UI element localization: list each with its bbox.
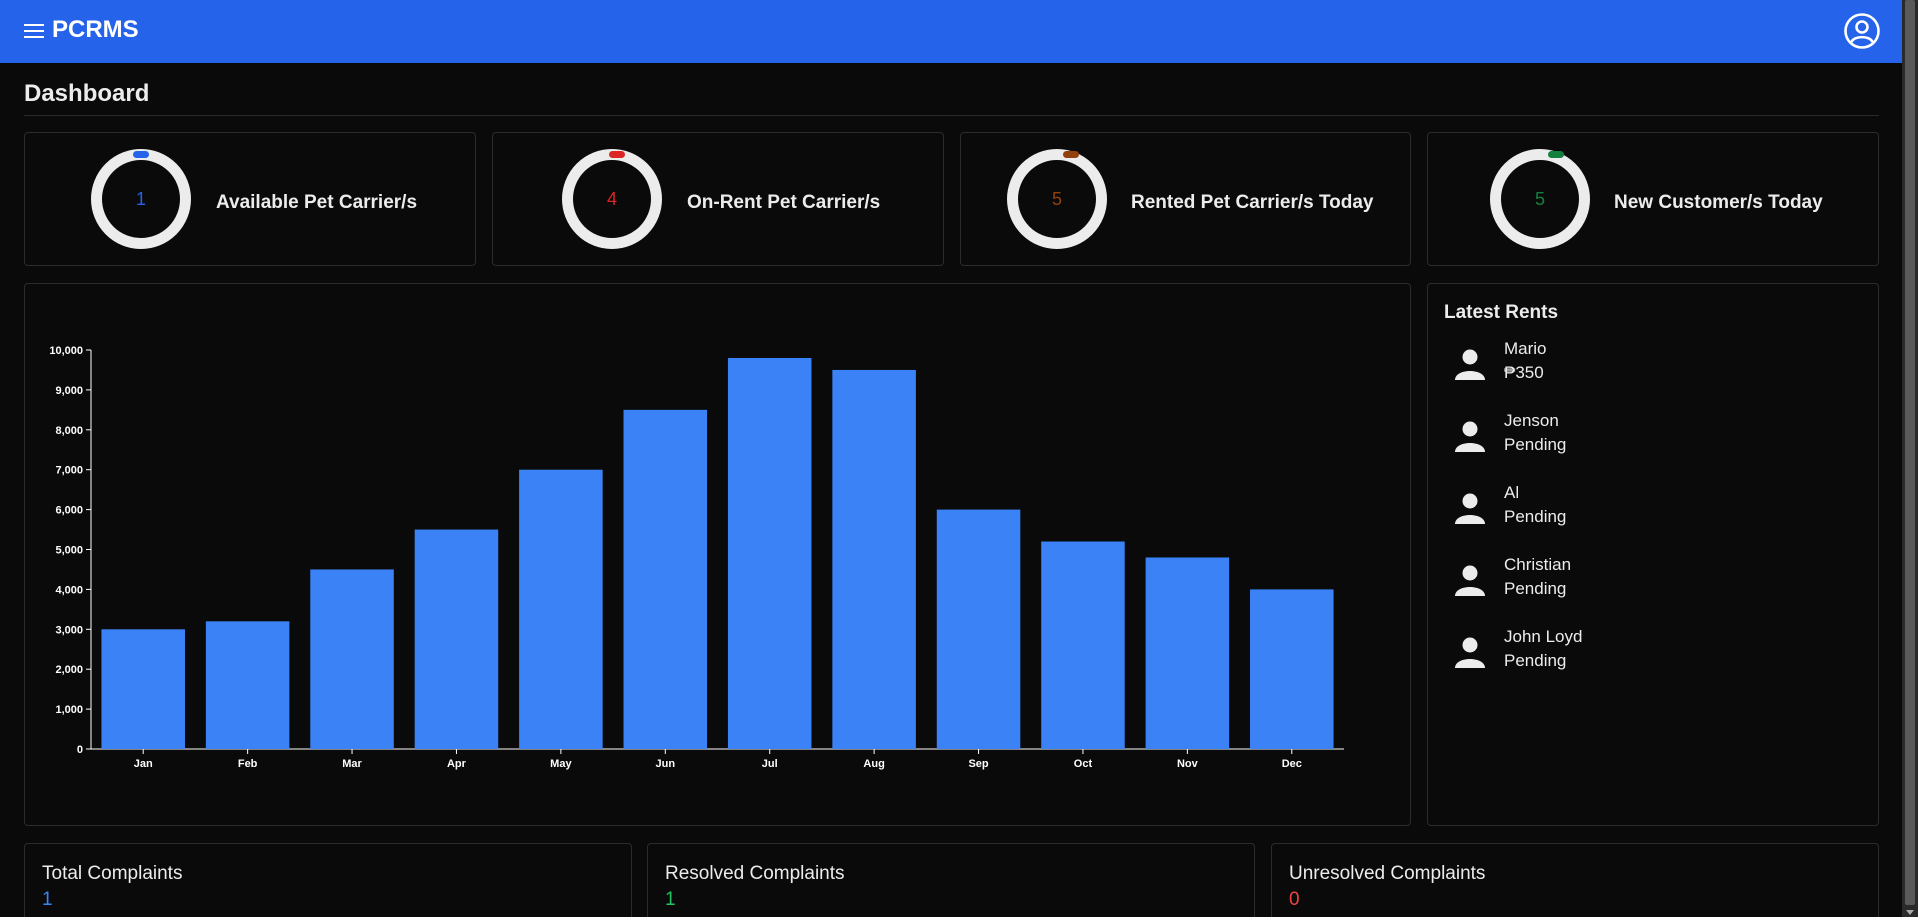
latest-rents-title: Latest Rents — [1444, 302, 1559, 323]
stat-label: Rented Pet Carrier/s Today — [1131, 192, 1374, 213]
x-tick-label: Dec — [1282, 758, 1302, 770]
x-tick-label: Mar — [342, 758, 362, 770]
rent-status: ₱350 — [1504, 363, 1544, 382]
ring-indicator — [609, 151, 625, 158]
bar-jun — [623, 409, 708, 749]
bar-apr — [414, 529, 499, 749]
rent-customer-name: Christian — [1504, 555, 1572, 574]
complaints-card-total: Total Complaints 1 — [24, 843, 632, 917]
bar-dec — [1250, 589, 1334, 749]
bar-mar — [310, 569, 394, 749]
y-tick-label: 4,000 — [55, 584, 83, 596]
complaints-value: 0 — [1289, 889, 1300, 910]
rent-list-item[interactable]: Christian Pending — [1444, 555, 1844, 615]
x-tick-label: Nov — [1177, 758, 1199, 770]
y-tick-label: 8,000 — [55, 425, 83, 437]
page-scrollbar[interactable] — [1902, 0, 1918, 917]
y-tick-label: 9,000 — [55, 385, 83, 397]
x-tick-label: Sep — [968, 758, 988, 770]
complaints-card-resolved: Resolved Complaints 1 — [647, 843, 1255, 917]
user-account-icon[interactable] — [1843, 12, 1881, 50]
bar-aug — [832, 369, 916, 749]
rent-customer-name: Mario — [1504, 339, 1547, 358]
x-tick-label: Aug — [863, 758, 884, 770]
y-tick-label: 6,000 — [55, 505, 83, 517]
x-tick-label: Oct — [1074, 758, 1093, 770]
stat-value: 5 — [1534, 189, 1545, 209]
stat-value: 5 — [1051, 189, 1062, 209]
person-icon — [1455, 493, 1485, 524]
y-tick-label: 7,000 — [55, 465, 83, 477]
x-tick-label: Jun — [656, 758, 676, 770]
stat-label: On-Rent Pet Carrier/s — [687, 192, 881, 213]
complaints-label: Unresolved Complaints — [1289, 863, 1486, 884]
stat-ring: 5 — [1007, 149, 1107, 249]
y-tick-label: 1,000 — [55, 704, 83, 716]
bar-may — [519, 469, 603, 749]
title-divider — [24, 115, 1879, 116]
app-brand: PCRMS — [52, 16, 139, 43]
rent-customer-name: Al — [1504, 483, 1520, 502]
x-tick-label: Jan — [134, 758, 153, 770]
stat-card-available: 1 Available Pet Carrier/s — [24, 132, 476, 266]
complaints-label: Total Complaints — [42, 863, 183, 884]
stat-card-on-rent: 4 On-Rent Pet Carrier/s — [492, 132, 944, 266]
bar-jan — [101, 629, 185, 749]
stat-card-rented-today: 5 Rented Pet Carrier/s Today — [960, 132, 1411, 266]
stat-ring: 4 — [562, 149, 662, 249]
scroll-down-arrow-icon[interactable] — [1906, 910, 1914, 915]
rent-status: Pending — [1504, 435, 1567, 454]
hamburger-menu-icon[interactable] — [22, 20, 46, 42]
rent-customer-name: John Loyd — [1504, 627, 1583, 646]
rent-status: Pending — [1504, 651, 1567, 670]
x-tick-label: Jul — [762, 758, 778, 770]
bar-oct — [1041, 541, 1125, 749]
bar-feb — [205, 621, 290, 749]
y-tick-label: 10,000 — [49, 345, 83, 357]
rent-list-item[interactable]: Mario ₱350 — [1444, 339, 1844, 399]
complaints-value: 1 — [42, 889, 53, 910]
top-app-bar: PCRMS — [0, 0, 1902, 63]
y-tick-label: 0 — [77, 744, 83, 756]
rent-customer-name: Jenson — [1504, 411, 1559, 430]
stat-ring: 1 — [91, 149, 191, 249]
rent-status: Pending — [1504, 579, 1567, 598]
person-icon — [1455, 421, 1485, 452]
stat-label: Available Pet Carrier/s — [216, 192, 418, 213]
person-icon — [1455, 565, 1485, 596]
person-icon — [1455, 349, 1485, 380]
ring-indicator — [133, 151, 149, 158]
rent-list-item[interactable]: Jenson Pending — [1444, 411, 1844, 471]
stat-label: New Customer/s Today — [1614, 192, 1823, 213]
ring-indicator — [1063, 151, 1079, 158]
rent-list-item[interactable]: John Loyd Pending — [1444, 627, 1844, 687]
stat-value: 4 — [606, 189, 617, 209]
x-tick-label: Feb — [238, 758, 258, 770]
x-tick-label: Apr — [447, 758, 467, 770]
rent-list-item[interactable]: Al Pending — [1444, 483, 1844, 543]
scrollbar-thumb[interactable] — [1905, 0, 1915, 905]
stat-card-new-customers: 5 New Customer/s Today — [1427, 132, 1879, 266]
y-tick-label: 3,000 — [55, 624, 83, 636]
bar-jul — [727, 357, 812, 749]
bar-nov — [1145, 557, 1230, 749]
page-title: Dashboard — [24, 80, 150, 107]
x-tick-label: May — [550, 758, 572, 770]
y-tick-label: 2,000 — [55, 664, 83, 676]
monthly-chart-card: 0 1,000 2,000 3,000 4,000 5,000 6,000 7,000 8,00… — [24, 283, 1411, 826]
complaints-card-unresolved: Unresolved Complaints 0 — [1271, 843, 1879, 917]
bar-sep — [936, 509, 1021, 749]
ring-indicator — [1548, 151, 1564, 158]
y-tick-label: 5,000 — [55, 545, 83, 557]
stat-ring: 5 — [1490, 149, 1590, 249]
complaints-label: Resolved Complaints — [665, 863, 845, 884]
complaints-value: 1 — [665, 889, 676, 910]
rent-status: Pending — [1504, 507, 1567, 526]
bar-chart: 0 1,000 2,000 3,000 4,000 5,000 6,000 7,000 8,00… — [49, 345, 1344, 770]
stat-value: 1 — [135, 189, 146, 209]
person-icon — [1455, 637, 1485, 668]
latest-rents-card: Latest Rents Mario ₱350 Jenson Pending A… — [1427, 283, 1879, 826]
